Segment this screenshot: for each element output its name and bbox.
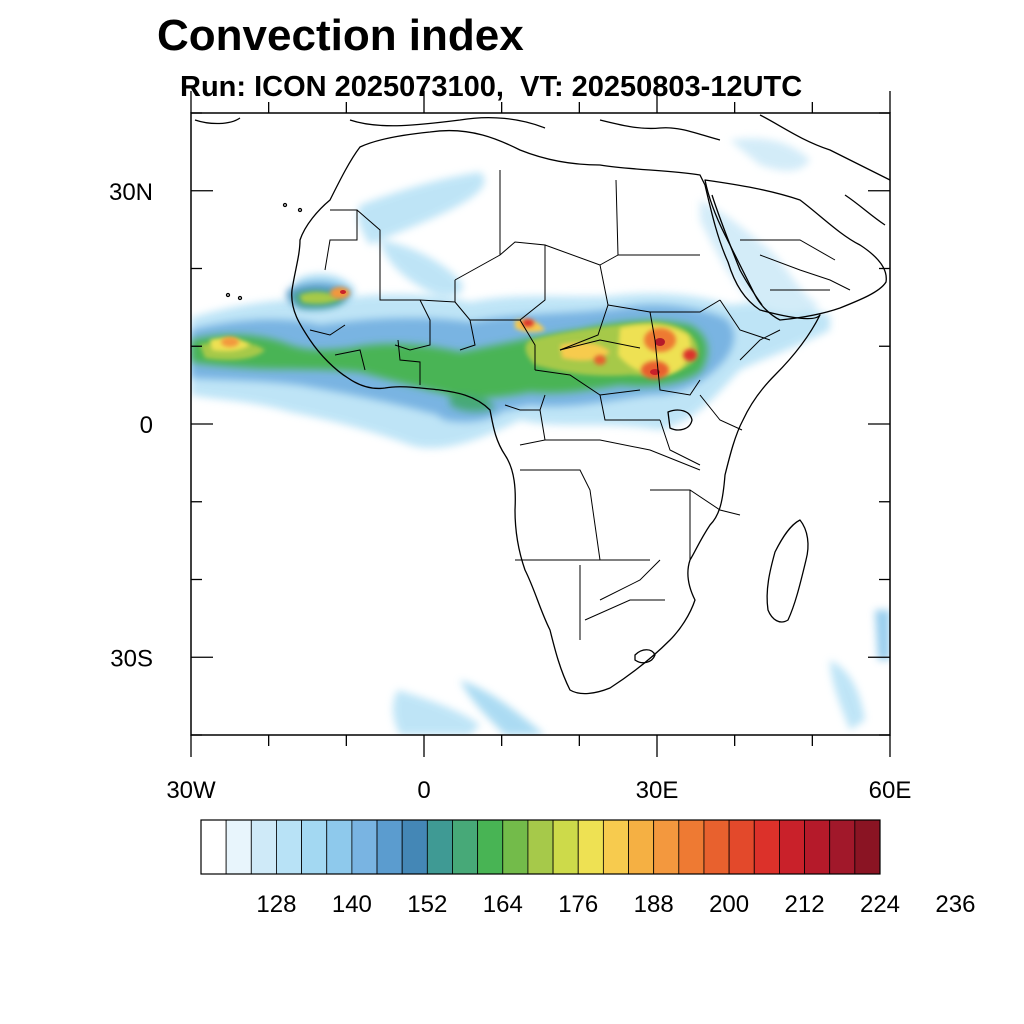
axis-ticks	[190, 91, 891, 757]
colorbar-swatch	[854, 819, 881, 875]
lon-tick-label: 0	[417, 777, 430, 804]
colorbar-swatch	[250, 819, 277, 875]
colorbar-swatch	[728, 819, 755, 875]
colorbar-label: 224	[860, 891, 900, 918]
colorbar-swatch	[401, 819, 428, 875]
colorbar-swatch	[527, 819, 554, 875]
lat-tick-label: 0	[140, 412, 153, 439]
colorbar-swatch	[376, 819, 403, 875]
plot-area	[191, 113, 890, 735]
colorbar-label: 128	[256, 891, 296, 918]
colorbar-labels: 128 140 152 164 176 188 200 212 224 236	[256, 891, 975, 918]
lat-tick-label: 30N	[109, 179, 153, 206]
colorbar-swatch	[452, 819, 479, 875]
colorbar-swatch	[351, 819, 378, 875]
colorbar	[200, 819, 881, 875]
country-borders	[309, 170, 851, 640]
colorbar-swatch	[804, 819, 831, 875]
colorbar-swatch	[276, 819, 302, 875]
lon-tick-label: 30W	[166, 777, 216, 804]
colorbar-swatch	[225, 819, 252, 875]
colorbar-swatch	[502, 819, 529, 875]
convection-field	[191, 114, 890, 735]
lat-tick-label: 30S	[110, 645, 153, 672]
map-subtitle: Run: ICON 2025073100, VT: 20250803-12UTC	[180, 71, 803, 103]
colorbar-swatch	[628, 819, 655, 875]
colorbar-swatch	[779, 819, 805, 875]
coastlines	[194, 114, 890, 695]
colorbar-label: 212	[785, 891, 825, 918]
colorbar-swatch	[577, 819, 604, 875]
colorbar-swatch	[477, 819, 504, 875]
colorbar-swatch	[301, 819, 328, 875]
colorbar-swatch	[703, 819, 730, 875]
colorbar-label: 140	[332, 891, 372, 918]
colorbar-swatch	[753, 819, 780, 875]
colorbar-swatch	[829, 819, 856, 875]
colorbar-label: 152	[407, 891, 447, 918]
colorbar-swatch	[653, 819, 680, 875]
lon-tick-label: 60E	[869, 777, 912, 804]
colorbar-label: 236	[935, 891, 975, 918]
axis-tick-labels: 30N 0 30S 30W 0 30E 60E	[109, 179, 911, 804]
colorbar-swatch	[602, 819, 629, 875]
colorbar-label: 164	[483, 891, 523, 918]
colorbar-swatch	[426, 819, 453, 875]
colorbar-swatch	[200, 819, 227, 875]
lon-tick-label: 30E	[636, 777, 679, 804]
map-title: Convection index	[157, 11, 524, 60]
colorbar-swatch	[678, 819, 705, 875]
colorbar-outline	[200, 819, 881, 875]
colorbar-swatch	[326, 819, 353, 875]
colorbar-label: 200	[709, 891, 749, 918]
colorbar-label: 188	[634, 891, 674, 918]
colorbar-swatch	[552, 819, 579, 875]
colorbar-label: 176	[558, 891, 598, 918]
